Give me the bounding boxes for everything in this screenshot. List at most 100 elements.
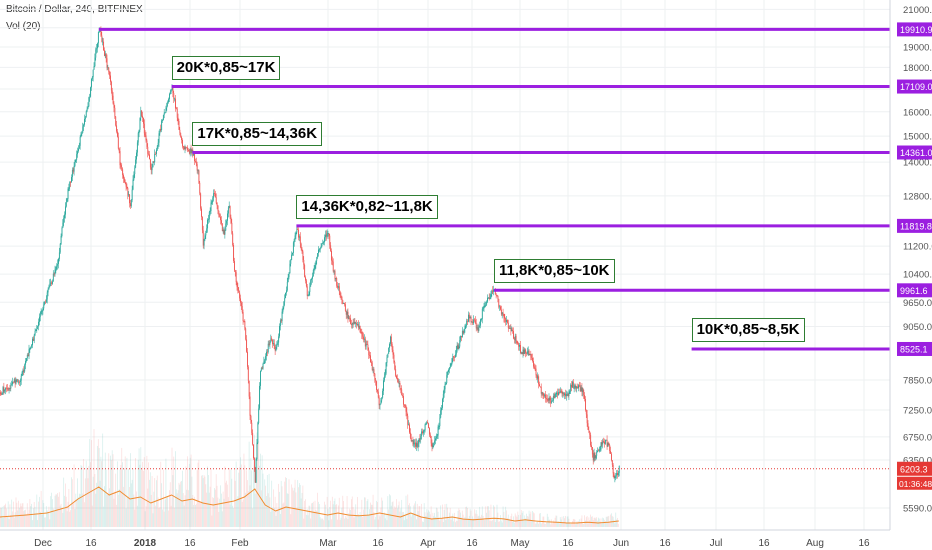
volume-bar bbox=[119, 469, 121, 527]
volume-bar bbox=[107, 493, 109, 527]
volume-bar bbox=[432, 512, 434, 527]
volume-bar bbox=[539, 513, 540, 527]
candle-body bbox=[432, 445, 434, 448]
candle-body bbox=[185, 147, 187, 149]
candle-body bbox=[454, 356, 456, 358]
candle-body bbox=[51, 282, 53, 284]
volume-bar bbox=[77, 478, 78, 527]
candle-body bbox=[486, 301, 488, 305]
volume-bar bbox=[526, 515, 528, 527]
volume-bar bbox=[12, 511, 13, 527]
candle-body bbox=[446, 375, 448, 383]
volume-bar bbox=[486, 512, 487, 527]
candle-body bbox=[83, 124, 85, 127]
volume-bar bbox=[203, 475, 205, 527]
candle-body bbox=[404, 404, 406, 406]
volume-bar bbox=[71, 477, 72, 527]
volume-bar bbox=[97, 445, 98, 527]
volume-bar bbox=[604, 521, 606, 527]
volume-bar bbox=[227, 484, 228, 527]
candle-body bbox=[62, 222, 64, 228]
candle-body bbox=[135, 159, 137, 168]
volume-bar bbox=[581, 515, 583, 527]
candle-body bbox=[508, 328, 510, 329]
volume-bar bbox=[454, 512, 455, 527]
candle-body bbox=[307, 294, 309, 296]
candle-body bbox=[138, 129, 140, 134]
candle-body bbox=[292, 252, 293, 255]
candle-body bbox=[335, 278, 337, 280]
volume-bar bbox=[248, 441, 250, 527]
volume-bar bbox=[99, 480, 101, 527]
candle-body bbox=[72, 169, 74, 172]
candle-body bbox=[588, 429, 590, 432]
volume-bar bbox=[513, 516, 514, 527]
candle-body bbox=[581, 387, 583, 393]
volume-bar bbox=[198, 460, 200, 527]
candle-body bbox=[271, 338, 273, 340]
volume-bar bbox=[89, 438, 91, 527]
volume-bar bbox=[478, 515, 480, 527]
candle-body bbox=[233, 245, 235, 262]
candle-body bbox=[291, 254, 293, 261]
candle-body bbox=[103, 41, 105, 51]
candle-body bbox=[13, 381, 14, 383]
volume-bar bbox=[440, 505, 442, 527]
candle-body bbox=[66, 198, 68, 203]
candle-body bbox=[428, 423, 430, 429]
candle-body bbox=[253, 458, 255, 470]
candle-body bbox=[87, 106, 89, 109]
candle-body bbox=[237, 287, 239, 291]
candle-body bbox=[58, 258, 59, 264]
candle-body bbox=[317, 253, 319, 258]
volume-bar bbox=[258, 441, 260, 527]
volume-bar bbox=[225, 482, 227, 527]
candle-body bbox=[563, 392, 565, 396]
candle-body bbox=[168, 99, 170, 103]
candle-body bbox=[263, 361, 265, 364]
candle-body bbox=[523, 349, 525, 354]
candle-body bbox=[247, 351, 248, 367]
volume-bar bbox=[142, 461, 143, 527]
candle-body bbox=[376, 381, 378, 390]
volume-bar bbox=[409, 503, 410, 527]
volume-bar bbox=[617, 517, 618, 527]
volume-bar bbox=[312, 502, 313, 527]
candle-body bbox=[24, 364, 26, 372]
volume-bar bbox=[150, 494, 152, 527]
volume-bar bbox=[0, 507, 2, 527]
volume-bar bbox=[506, 510, 507, 527]
volume-bar bbox=[360, 516, 362, 527]
candle-body bbox=[132, 179, 134, 190]
candle-body bbox=[300, 243, 302, 249]
volume-bar bbox=[512, 521, 513, 527]
candle-body bbox=[279, 320, 281, 327]
candle-body bbox=[546, 398, 548, 400]
volume-bar bbox=[297, 480, 299, 527]
volume-bar bbox=[199, 501, 201, 527]
candle-body bbox=[218, 210, 220, 215]
candle-body bbox=[618, 465, 620, 473]
volume-bar bbox=[396, 508, 398, 527]
candle-body bbox=[482, 308, 484, 310]
candle-body bbox=[178, 121, 180, 130]
candle-body bbox=[78, 145, 80, 149]
candle-body bbox=[613, 473, 615, 478]
volume-bar bbox=[6, 516, 8, 527]
candle-body bbox=[208, 212, 210, 220]
volume-bar bbox=[379, 516, 381, 527]
candle-body bbox=[490, 294, 492, 298]
volume-bar bbox=[113, 498, 115, 527]
volume-bar bbox=[103, 506, 104, 527]
candle-body bbox=[370, 355, 371, 363]
volume-bar bbox=[551, 519, 552, 527]
volume-bar bbox=[402, 512, 403, 527]
volume-bar bbox=[221, 511, 223, 527]
candle-body bbox=[91, 77, 93, 79]
volume-bar bbox=[378, 514, 380, 527]
candle-body bbox=[471, 321, 473, 323]
volume-bar bbox=[384, 518, 386, 527]
candle-body bbox=[182, 146, 184, 148]
candle-body bbox=[583, 389, 585, 395]
volume-bar bbox=[51, 492, 52, 527]
